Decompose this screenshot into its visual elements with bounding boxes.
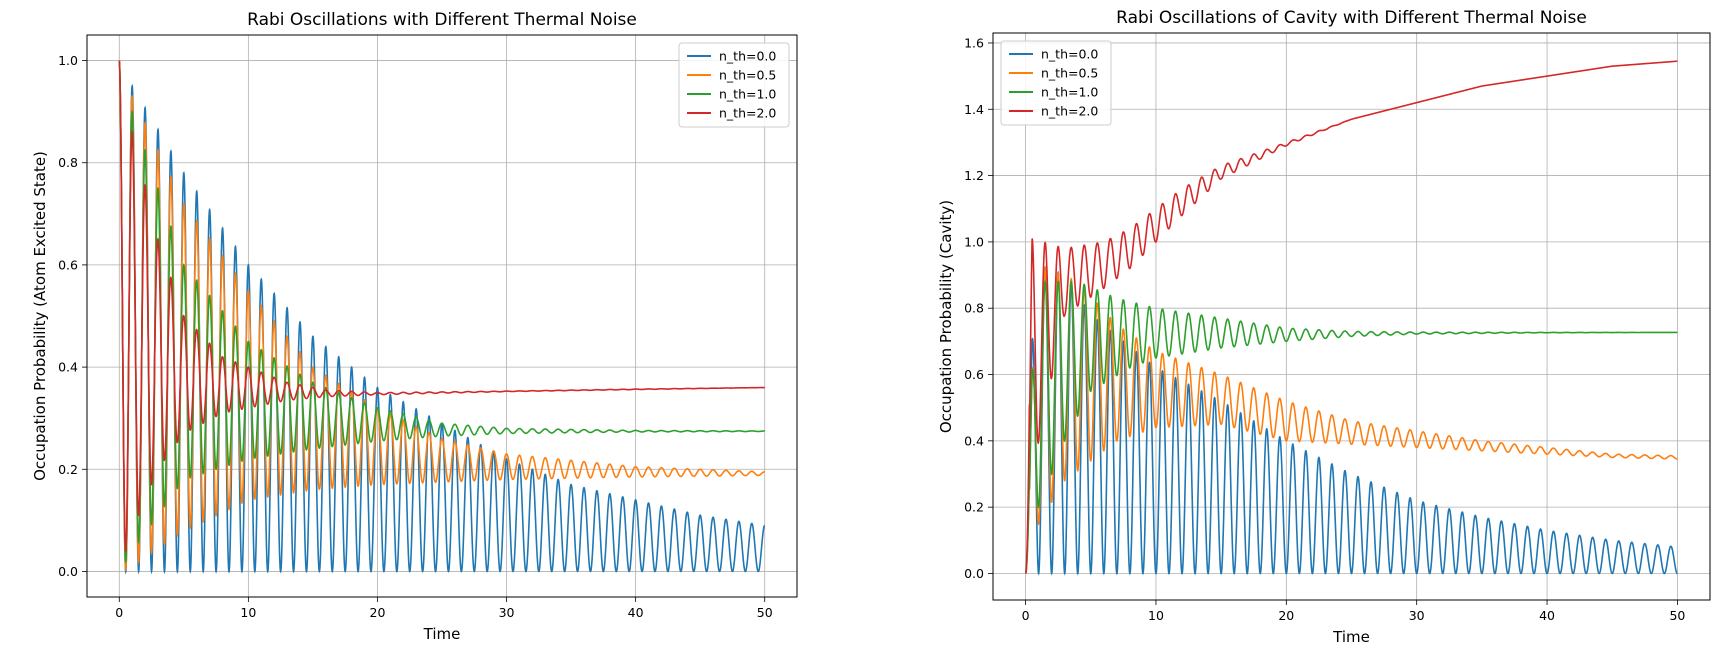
x-tick-label: 10: [240, 605, 256, 620]
x-tick-label: 40: [1539, 608, 1555, 623]
x-tick-label: 50: [1669, 608, 1685, 623]
y-tick-label: 0.2: [58, 462, 78, 477]
series-line-n-th-0-0: [1024, 265, 1678, 576]
x-tick-label: 40: [628, 605, 644, 620]
legend-entry: n_th=0.5: [1041, 66, 1098, 81]
y-tick-label: 0.8: [58, 155, 78, 170]
y-tick-label: 0.4: [58, 360, 78, 375]
series-line-n-th-2-0: [1024, 60, 1678, 574]
series-line-n-th-1-0: [118, 60, 765, 564]
y-tick-label: 0.8: [964, 301, 984, 316]
plot-frame: [86, 34, 798, 598]
y-tick-label: 0.0: [58, 564, 78, 579]
x-tick-label: 50: [757, 605, 773, 620]
legend-entry: n_th=0.0: [1041, 47, 1098, 62]
chart-2: 0 10 20 30 40 50 0.0 0.2 0.4 0.6 0.8 1.0 1.2 1.4 1.6 Ra…: [937, 8, 1711, 646]
series-line-n-th-2-0: [118, 60, 765, 553]
x-tick-label: 10: [1148, 608, 1164, 623]
y-axis-label: Occupation Probability (Cavity): [937, 200, 955, 433]
x-tick-label: 20: [1278, 608, 1294, 623]
x-tick-label: 30: [1409, 608, 1425, 623]
x-axis-label: Time: [1332, 628, 1370, 646]
y-tick-label: 0.2: [964, 500, 984, 515]
x-tick-label: 0: [115, 605, 123, 620]
y-tick-label: 0.6: [964, 367, 984, 382]
legend-entry: n_th=1.0: [719, 87, 776, 102]
series-line-n-th-0-5: [118, 60, 765, 572]
series-line-n-th-1-0: [1024, 280, 1678, 575]
x-tick-label: 30: [499, 605, 515, 620]
y-axis-label: Occupation Probability (Atom Excited Sta…: [31, 151, 49, 481]
series-line-n-th-0-5: [1024, 266, 1678, 575]
y-tick-label: 1.6: [964, 35, 984, 50]
y-tick-label: 1.0: [58, 53, 78, 68]
plot-frame: [992, 32, 1711, 601]
y-tick-label: 0.4: [964, 433, 984, 448]
legend-box: [1000, 40, 1112, 126]
legend: n_th=0.0 n_th=0.5 n_th=1.0 n_th=2.0: [678, 42, 790, 128]
y-tick-label: 1.2: [964, 168, 984, 183]
series-line-n-th-0-0: [118, 60, 766, 575]
legend-entry: n_th=1.0: [1041, 85, 1098, 100]
legend-entry: n_th=0.0: [719, 49, 776, 64]
x-tick-label: 20: [370, 605, 386, 620]
x-tick-label: 0: [1022, 608, 1030, 623]
chart-1: 0 10 20 30 40 50 0.0 0.2 0.4 0.6 0.8 1.0 Rabi Oscill…: [31, 10, 798, 643]
legend-entry: n_th=2.0: [719, 106, 776, 121]
y-tick-label: 0.6: [58, 257, 78, 272]
legend-entry: n_th=2.0: [1041, 104, 1098, 119]
y-tick-label: 1.0: [964, 234, 984, 249]
x-axis-label: Time: [423, 625, 461, 643]
legend-box: [678, 42, 790, 128]
chart-title: Rabi Oscillations of Cavity with Differe…: [1116, 8, 1587, 28]
y-tick-label: 1.4: [964, 102, 984, 117]
y-tick-label: 0.0: [964, 566, 984, 581]
legend-entry: n_th=0.5: [719, 68, 776, 83]
legend: n_th=0.0 n_th=0.5 n_th=1.0 n_th=2.0: [1000, 40, 1112, 126]
chart-title: Rabi Oscillations with Different Thermal…: [247, 10, 637, 30]
